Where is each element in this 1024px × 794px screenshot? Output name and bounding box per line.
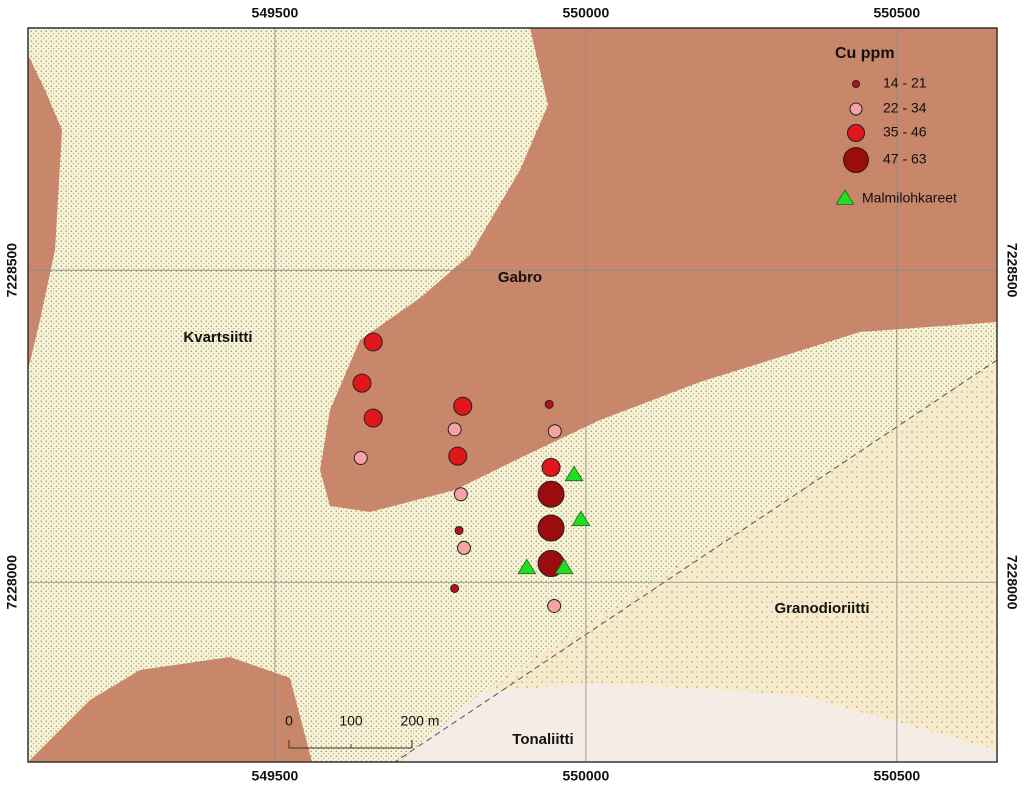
gabbro-area	[28, 55, 62, 370]
unit-label: Kvartsiitti	[183, 329, 252, 346]
legend-label: Malmilohkareet	[862, 190, 957, 206]
sample-point	[353, 451, 368, 466]
boulder-point	[517, 558, 537, 575]
scale-bar: 0 100 200 m	[285, 713, 440, 749]
legend: Cu ppm 14 - 21 22 - 34 35 - 46 47 - 63 Malmi…	[835, 45, 957, 205]
unit-label: Gabro	[498, 269, 542, 286]
x-tick-label: 550000	[563, 768, 610, 784]
scale-label: 0	[285, 713, 293, 729]
sample-point	[537, 480, 565, 508]
x-tick-label: 550500	[874, 5, 921, 21]
x-tick-label: 549500	[252, 5, 299, 21]
scale-label: 200 m	[401, 713, 440, 729]
boulder-point	[571, 510, 591, 527]
legend-title: Cu ppm	[835, 45, 895, 62]
y-tick-label: 7228000	[4, 555, 20, 610]
boulder-point	[564, 465, 584, 482]
boulder-point	[554, 558, 574, 575]
granodiorite-area	[482, 360, 997, 750]
y-tick-label: 7228500	[4, 243, 20, 298]
samples	[352, 332, 591, 613]
x-tick-label: 550500	[874, 768, 921, 784]
unit-label: Tonaliitti	[512, 731, 573, 748]
sample-point	[453, 396, 473, 416]
sample-point	[547, 598, 562, 613]
tonalite-area	[400, 683, 997, 762]
legend-symbol	[843, 147, 869, 173]
legend-symbol	[852, 80, 860, 88]
sample-point	[547, 424, 562, 439]
sample-point	[448, 446, 468, 466]
legend-label: 22 - 34	[883, 100, 927, 116]
scale-label: 100	[339, 713, 363, 729]
y-tick-label: 7228000	[1004, 555, 1020, 610]
sample-point	[363, 332, 383, 352]
sample-point	[544, 399, 554, 409]
sample-point	[541, 457, 561, 477]
sample-point	[453, 487, 468, 502]
unit-label: Granodioriitti	[775, 600, 870, 617]
x-tick-label: 549500	[252, 768, 299, 784]
legend-symbol	[849, 102, 863, 116]
sample-point	[363, 408, 383, 428]
y-tick-label: 7228500	[1004, 243, 1020, 298]
legend-label: 14 - 21	[883, 75, 927, 91]
grid	[28, 28, 997, 762]
sample-point	[450, 583, 460, 593]
legend-label: 35 - 46	[883, 124, 927, 140]
sample-point	[456, 540, 471, 555]
sample-point	[352, 373, 372, 393]
legend-symbol	[847, 124, 865, 142]
x-tick-label: 550000	[563, 5, 610, 21]
sample-point	[454, 525, 464, 535]
sample-point	[447, 422, 462, 437]
sample-point	[537, 514, 565, 542]
legend-label: 47 - 63	[883, 151, 927, 167]
legend-symbol	[835, 189, 855, 205]
gabbro-area	[28, 657, 312, 762]
map-frame	[27, 27, 998, 763]
